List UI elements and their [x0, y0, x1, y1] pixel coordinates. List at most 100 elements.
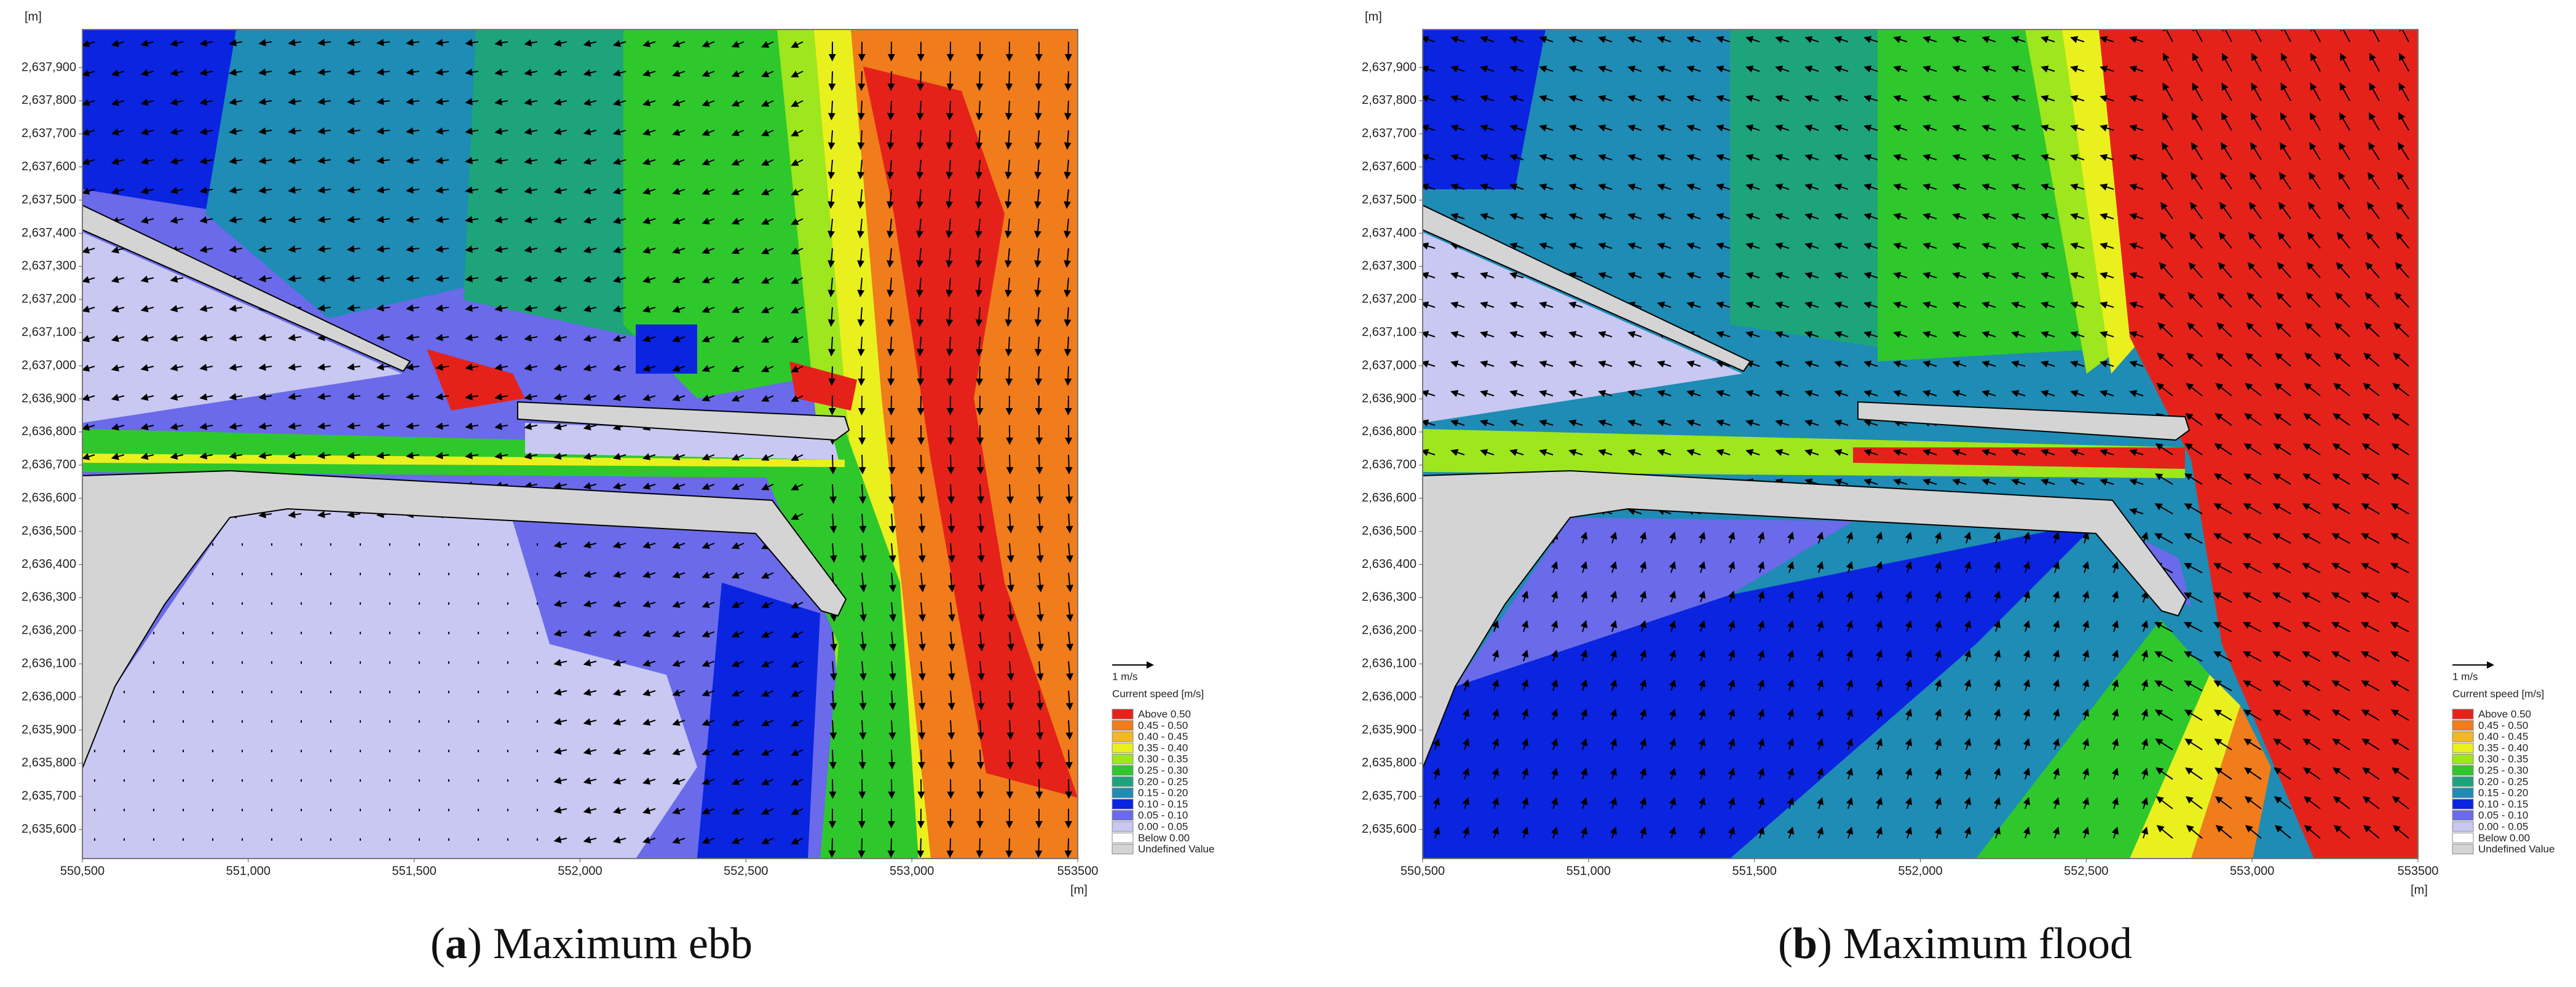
current-arrow [1006, 543, 1014, 563]
current-arrow [731, 395, 745, 402]
x-tick-label: 551,500 [392, 864, 437, 878]
current-arrow [761, 749, 774, 756]
current-arrow [731, 306, 745, 313]
current-arrow [859, 484, 867, 504]
current-arrow [170, 423, 184, 430]
current-arrow [317, 98, 331, 106]
current-arrow [199, 245, 213, 253]
current-arrow [761, 159, 774, 166]
current-arrow [553, 629, 567, 637]
x-tick-label: 552,000 [1898, 864, 1942, 878]
legend-label: 0.15 - 0.20 [1138, 787, 1188, 799]
speed-region [1423, 429, 2185, 478]
current-arrow [1006, 690, 1014, 710]
current-arrow [347, 39, 361, 47]
speed-region [525, 423, 839, 460]
current-arrow [347, 275, 361, 283]
current-arrow [406, 422, 420, 430]
current-arrow [672, 158, 685, 165]
current-arrow [791, 454, 804, 461]
legend-label: 0.25 - 0.30 [1138, 765, 1188, 776]
current-arrow [829, 484, 837, 504]
current-arrow [2041, 36, 2055, 43]
current-arrow [731, 247, 745, 254]
current-arrow [553, 482, 567, 490]
current-arrow [975, 189, 983, 209]
current-arrow [701, 365, 715, 372]
current-arrow [918, 572, 926, 592]
current-arrow [170, 187, 184, 194]
current-arrow [828, 218, 835, 238]
current-arrow [977, 513, 985, 533]
current-arrow [199, 334, 213, 342]
current-arrow [1064, 100, 1072, 120]
current-arrow [2310, 29, 2321, 42]
current-arrow [761, 808, 774, 815]
current-arrow [917, 779, 925, 799]
current-arrow [612, 688, 626, 696]
current-arrow [82, 128, 95, 136]
current-arrow [761, 483, 774, 490]
current-arrow [1893, 36, 1908, 43]
speed-region [82, 232, 402, 423]
current-arrow [82, 394, 95, 401]
y-tick-label: 2,637,300 [22, 259, 76, 273]
current-arrow [919, 602, 926, 622]
current-arrow [731, 70, 745, 77]
current-arrow [288, 157, 302, 165]
current-arrow [1627, 95, 1642, 102]
y-tick-label: 2,636,400 [1362, 557, 1416, 571]
current-arrow [1627, 65, 1642, 73]
current-arrow [111, 69, 125, 77]
y-tick-label: 2,636,900 [22, 391, 76, 405]
current-arrow [791, 690, 804, 697]
current-arrow [111, 452, 125, 460]
current-arrow [1065, 543, 1073, 563]
current-arrow [553, 393, 567, 401]
x-tick-label: 551,500 [1732, 864, 1777, 878]
current-arrow [1036, 484, 1044, 504]
current-arrow [642, 69, 656, 77]
current-arrow [199, 216, 213, 224]
current-arrow [1006, 513, 1014, 533]
current-arrow [1863, 95, 1878, 102]
caption-label: b [1793, 919, 1817, 968]
current-arrow [612, 275, 626, 283]
current-arrow [1034, 307, 1042, 327]
current-arrow [828, 100, 836, 120]
caption-a: (a) Maximum ebb [430, 919, 753, 968]
current-arrow [761, 277, 774, 284]
current-arrow [258, 127, 272, 135]
current-arrow [672, 217, 685, 224]
current-arrow [406, 363, 420, 371]
current-arrow [1005, 218, 1012, 238]
current-arrow [761, 395, 774, 402]
current-arrow [1539, 65, 1554, 73]
current-arrow [1716, 36, 1731, 43]
current-arrow [888, 720, 896, 740]
current-arrow [347, 452, 361, 460]
current-arrow [1716, 95, 1731, 102]
current-arrow [170, 275, 184, 283]
current-arrow [761, 129, 774, 136]
current-arrow [1716, 65, 1731, 73]
current-arrow [2070, 65, 2085, 73]
current-arrow [2162, 53, 2173, 72]
y-tick-label: 2,636,300 [22, 591, 76, 604]
current-arrow [672, 40, 685, 47]
current-arrow [1034, 130, 1042, 150]
current-arrow [1035, 71, 1043, 91]
current-arrow [612, 69, 626, 77]
current-arrow [583, 718, 597, 726]
land [82, 470, 847, 769]
current-arrow [642, 630, 656, 637]
current-arrow [140, 334, 154, 342]
current-arrow [978, 602, 985, 622]
y-tick-label: 2,637,600 [1362, 160, 1416, 173]
current-arrow [858, 454, 866, 474]
current-arrow [1034, 218, 1041, 238]
current-arrow [947, 749, 955, 769]
map-field [1423, 29, 2418, 859]
current-arrow [916, 218, 923, 238]
current-arrow [731, 218, 745, 225]
